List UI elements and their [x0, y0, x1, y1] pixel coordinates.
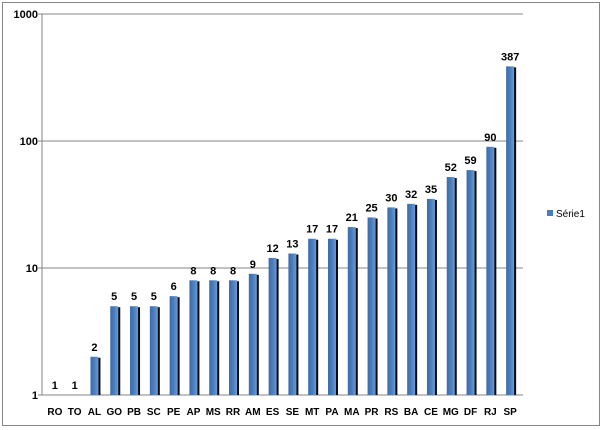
bar	[387, 207, 396, 395]
y-tick-label: 10	[26, 263, 38, 275]
bar	[169, 296, 178, 395]
bar	[426, 198, 435, 395]
data-label: 32	[405, 189, 417, 201]
y-axis: 1 10 100 1000	[14, 9, 43, 402]
bar	[268, 257, 277, 395]
bar	[327, 238, 336, 395]
bar	[288, 253, 297, 395]
bar	[248, 273, 257, 395]
y-tick-label: 100	[20, 136, 38, 148]
bar	[110, 306, 119, 395]
x-tick-label: TO	[68, 407, 82, 418]
data-label: 8	[190, 265, 196, 277]
data-label: 17	[306, 224, 318, 236]
data-label: 387	[501, 51, 519, 63]
bar	[229, 280, 238, 395]
x-tick-label: MS	[206, 407, 221, 418]
legend-label: Série1	[556, 209, 585, 220]
gridlines	[42, 13, 523, 269]
bar	[90, 356, 99, 395]
x-tick-label: ES	[266, 407, 280, 418]
x-tick-label: BA	[404, 407, 418, 418]
x-tick-label: AL	[88, 407, 101, 418]
bar	[506, 66, 515, 395]
bar	[486, 146, 495, 395]
y-tick-label: 1000	[14, 9, 38, 21]
x-tick-label: GO	[106, 407, 122, 418]
data-label: 1	[72, 380, 78, 392]
x-tick-label: PR	[365, 407, 380, 418]
data-label: 17	[326, 224, 338, 236]
bar	[446, 177, 455, 395]
x-tick-label: PB	[127, 407, 141, 418]
bar	[209, 280, 218, 395]
data-label: 1	[52, 380, 58, 392]
x-axis: RO TO AL GO PB SC PE AP MS RR AM ES SE MT PA MA PR RS BA CE…	[42, 394, 523, 418]
x-tick-label: PA	[325, 407, 338, 418]
x-tick-label: AM	[245, 407, 261, 418]
bar	[367, 217, 376, 395]
data-label: 9	[250, 259, 256, 271]
bars	[90, 66, 517, 395]
x-tick-label: PE	[167, 407, 181, 418]
bar	[466, 170, 475, 395]
x-tick-label: SP	[503, 407, 517, 418]
x-tick-label: MT	[305, 407, 319, 418]
x-tick-label: SC	[147, 407, 161, 418]
bar	[308, 238, 317, 395]
data-label: 35	[425, 184, 437, 196]
data-label: 59	[464, 155, 476, 167]
x-tick-label: MA	[344, 407, 360, 418]
legend: Série1	[547, 209, 585, 220]
x-tick-label: RR	[226, 407, 241, 418]
data-label: 52	[445, 162, 457, 174]
data-label: 30	[385, 192, 397, 204]
x-tick-label: CE	[424, 407, 438, 418]
x-tick-label: RO	[47, 407, 62, 418]
y-tick-label: 1	[32, 390, 38, 402]
bar	[189, 280, 198, 395]
data-label: 8	[210, 265, 216, 277]
bar	[130, 306, 139, 395]
data-label: 5	[111, 291, 117, 303]
x-tick-label: DF	[464, 407, 477, 418]
data-label: 12	[266, 243, 278, 255]
bar	[347, 227, 356, 395]
data-label: 5	[151, 291, 157, 303]
data-label: 25	[365, 202, 377, 214]
data-label: 2	[91, 342, 97, 354]
x-tick-label: RJ	[484, 407, 497, 418]
bar	[149, 306, 158, 395]
chart-frame	[2, 2, 600, 426]
x-tick-label: AP	[186, 407, 200, 418]
data-label: 8	[230, 265, 236, 277]
data-label: 21	[346, 212, 358, 224]
data-label: 13	[286, 239, 298, 251]
x-tick-label: RS	[384, 407, 398, 418]
legend-swatch	[547, 210, 553, 216]
data-label: 90	[484, 132, 496, 144]
x-tick-label: MG	[443, 407, 459, 418]
data-label: 5	[131, 291, 137, 303]
data-label: 6	[171, 281, 177, 293]
x-tick-label: SE	[286, 407, 300, 418]
bar	[407, 203, 416, 395]
